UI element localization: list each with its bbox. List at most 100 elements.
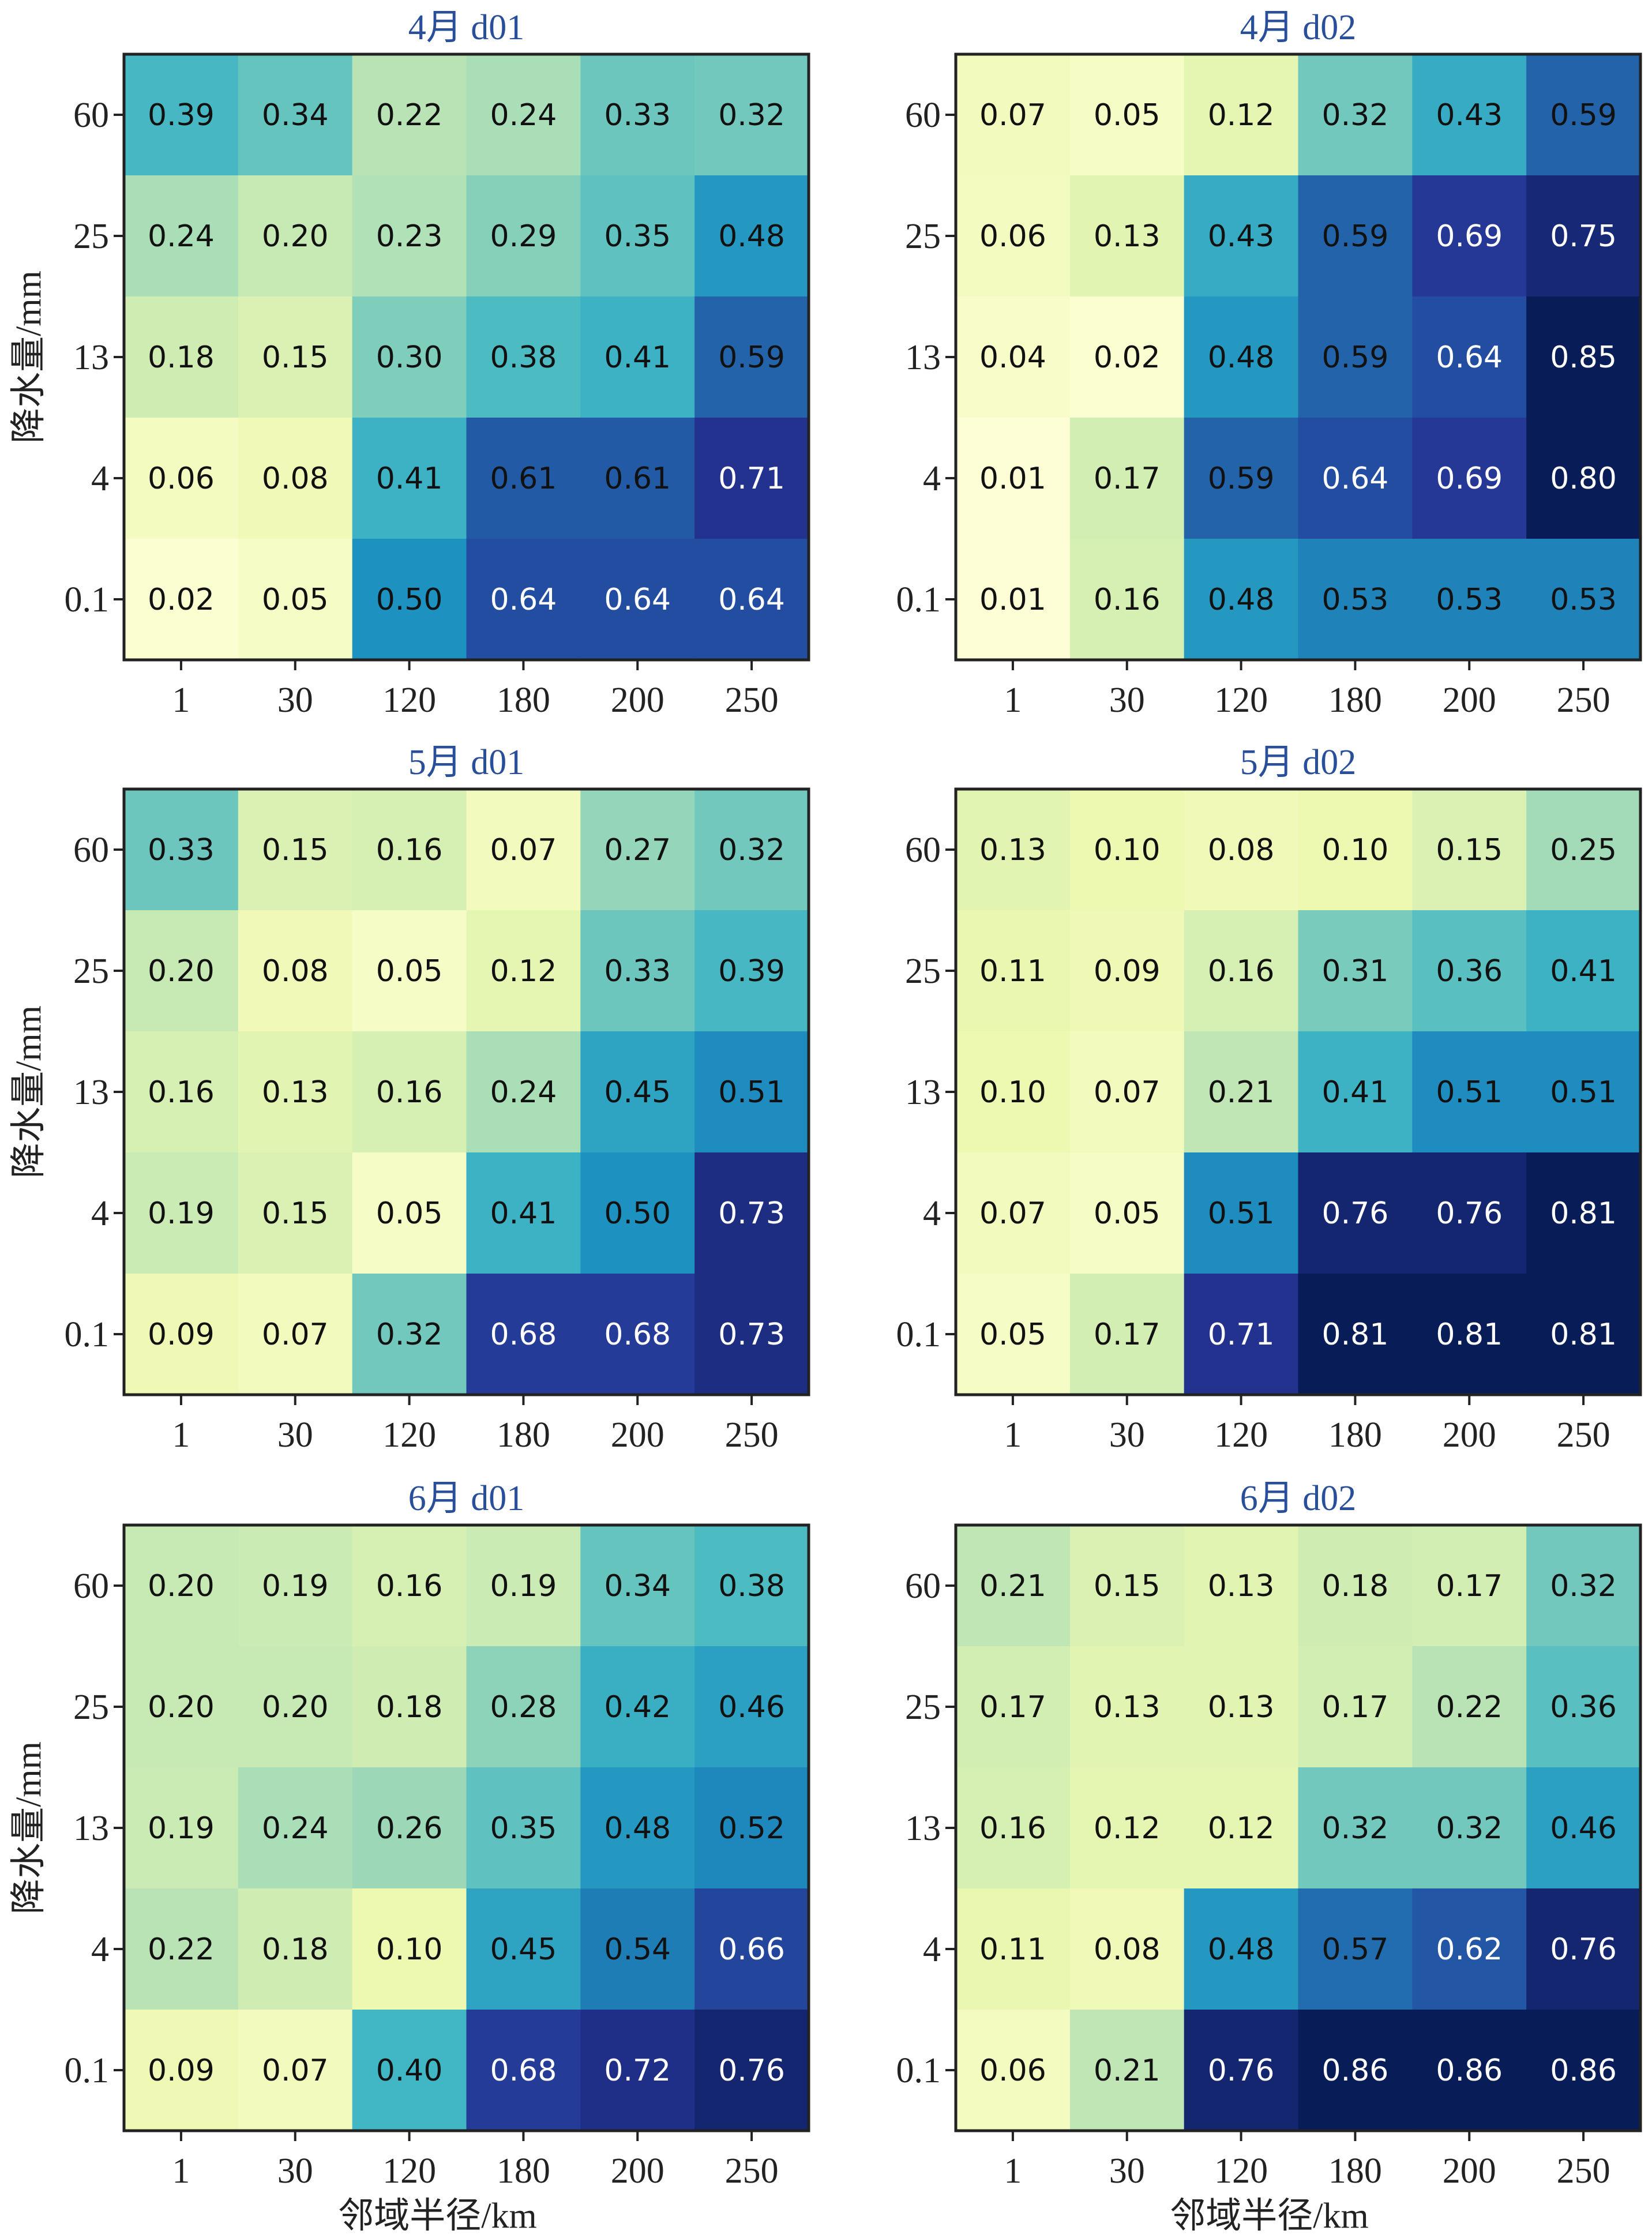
x-tick-label: 30 — [1109, 2151, 1145, 2191]
heatmap-cell — [1412, 1274, 1527, 1395]
heatmap-cell — [1526, 54, 1641, 176]
cell-value-label: 0.51 — [1550, 1075, 1617, 1110]
heatmap-cell — [956, 1031, 1071, 1153]
heatmap-cell — [238, 1152, 353, 1274]
cell-value-label: 0.12 — [1208, 98, 1275, 133]
heatmap-cell — [238, 2010, 353, 2131]
cell-value-label: 0.42 — [604, 1690, 671, 1725]
heatmap-cell — [466, 1031, 581, 1153]
panel-title: 6月 d01 — [408, 1479, 525, 1518]
heatmap-cell — [352, 1888, 467, 2010]
panel-title: 5月 d01 — [408, 743, 525, 782]
cell-value-label: 0.15 — [1094, 1569, 1161, 1604]
cell-value-label: 0.22 — [148, 1932, 215, 1967]
cell-value-label: 0.61 — [604, 461, 671, 496]
x-tick-label: 250 — [1557, 681, 1610, 720]
cell-value-label: 0.11 — [979, 954, 1046, 989]
panel-title: 6月 d02 — [1240, 1479, 1357, 1518]
cell-value-label: 0.01 — [979, 583, 1046, 617]
heatmap-cell — [238, 175, 353, 297]
x-tick-label: 200 — [1443, 1415, 1496, 1455]
cell-value-label: 0.86 — [1436, 2053, 1503, 2088]
x-tick-label: 1 — [172, 1415, 190, 1455]
cell-value-label: 0.19 — [148, 1811, 215, 1846]
cell-value-label: 0.76 — [1436, 1196, 1503, 1231]
cell-value-label: 0.48 — [1208, 340, 1275, 375]
panel-title: 4月 d01 — [408, 8, 525, 47]
cell-value-label: 0.17 — [979, 1690, 1046, 1725]
cell-value-label: 0.31 — [1322, 954, 1389, 989]
cell-value-label: 0.15 — [1436, 833, 1503, 868]
cell-value-label: 0.05 — [376, 1196, 443, 1231]
cell-value-label: 0.20 — [262, 219, 329, 254]
heatmap-cell — [580, 1767, 695, 1889]
heatmap-cell — [580, 539, 695, 660]
heatmap-cell — [956, 789, 1071, 911]
heatmap-cell — [1069, 175, 1185, 297]
heatmap-cell — [956, 1646, 1071, 1768]
heatmap-cell — [466, 2010, 581, 2131]
heatmap-cell — [956, 54, 1071, 176]
heatmap-cell — [352, 789, 467, 911]
cell-value-label: 0.39 — [718, 954, 785, 989]
y-tick-label: 4 — [91, 1930, 109, 1969]
cell-value-label: 0.43 — [1436, 98, 1503, 133]
y-tick-label: 60 — [73, 96, 109, 135]
heatmap-cell — [1298, 789, 1413, 911]
heatmap-cell — [694, 1767, 809, 1889]
heatmap-cell — [956, 1525, 1071, 1647]
x-tick-label: 30 — [277, 1415, 313, 1455]
cell-value-label: 0.13 — [979, 833, 1046, 868]
heatmap-cell — [956, 1152, 1071, 1274]
cell-value-label: 0.36 — [1550, 1690, 1617, 1725]
cell-value-label: 0.10 — [1094, 833, 1161, 868]
cell-value-label: 0.07 — [1094, 1075, 1161, 1110]
heatmap-cell — [124, 2010, 239, 2131]
cell-value-label: 0.06 — [979, 2053, 1046, 2088]
cell-value-label: 0.81 — [1550, 1317, 1617, 1352]
y-tick-label: 60 — [73, 831, 109, 870]
cell-value-label: 0.45 — [604, 1075, 671, 1110]
y-tick-label: 0.1 — [896, 580, 941, 619]
cell-value-label: 0.17 — [1094, 1317, 1161, 1352]
heatmap-cell — [580, 1525, 695, 1647]
heatmap-cell — [1412, 1031, 1527, 1153]
heatmap-cell — [694, 2010, 809, 2131]
cell-value-label: 0.50 — [604, 1196, 671, 1231]
heatmap-cell — [1069, 1888, 1185, 2010]
heatmap-cell — [1069, 539, 1185, 660]
heatmap-cell — [124, 1274, 239, 1395]
cell-value-label: 0.48 — [1208, 583, 1275, 617]
cell-value-label: 0.21 — [979, 1569, 1046, 1604]
cell-value-label: 0.13 — [1208, 1690, 1275, 1725]
cell-value-label: 0.21 — [1094, 2053, 1161, 2088]
cell-value-label: 0.17 — [1322, 1690, 1389, 1725]
heatmap-panel: 4月 d01 0.39 0.34 0.22 0.24 0.33 0.32 0.24 0.20 0.… — [9, 8, 810, 720]
heatmap-panel: 4月 d02 0.07 0.05 0.12 0.32 0.43 0.59 0.06 0.13 0.… — [896, 8, 1642, 720]
cell-value-label: 0.81 — [1322, 1317, 1389, 1352]
cell-value-label: 0.71 — [1208, 1317, 1275, 1352]
heatmap-cell — [956, 1888, 1071, 2010]
heatmap-cell — [352, 1525, 467, 1647]
cell-value-label: 0.22 — [376, 98, 443, 133]
heatmap-cell — [124, 539, 239, 660]
heatmap-cell — [1069, 1031, 1185, 1153]
y-axis-label: 降水量/mm — [9, 1005, 48, 1178]
heatmap-cell — [352, 1152, 467, 1274]
cell-value-label: 0.08 — [1208, 833, 1275, 868]
heatmap-cell — [1526, 1274, 1641, 1395]
y-tick-label: 60 — [73, 1567, 109, 1606]
heatmap-cell — [352, 1767, 467, 1889]
cell-value-label: 0.13 — [1208, 1569, 1275, 1604]
cell-value-label: 0.32 — [1322, 1811, 1389, 1846]
heatmap-cell — [124, 789, 239, 911]
heatmap-cell — [694, 296, 809, 418]
cell-value-label: 0.64 — [604, 583, 671, 617]
cell-value-label: 0.19 — [262, 1569, 329, 1604]
cell-value-label: 0.33 — [604, 954, 671, 989]
cell-value-label: 0.08 — [262, 954, 329, 989]
cell-value-label: 0.30 — [376, 340, 443, 375]
heatmap-cell — [1412, 910, 1527, 1032]
cell-value-label: 0.64 — [718, 583, 785, 617]
x-tick-label: 200 — [611, 681, 664, 720]
